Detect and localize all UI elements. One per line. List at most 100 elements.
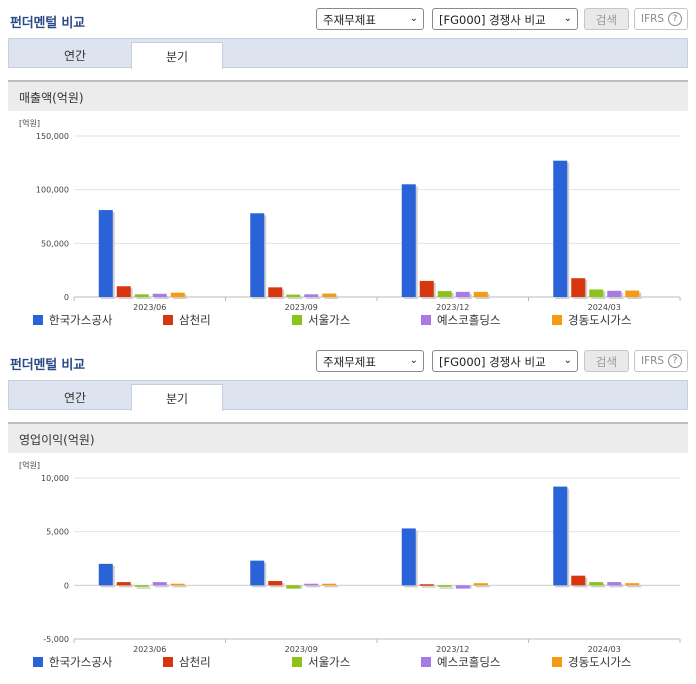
bar-shadow [324,585,339,588]
bar-shadow [627,585,642,588]
legend-label[interactable]: 예스코홀딩스 [437,313,500,327]
search-button[interactable]: 검색 [584,8,629,30]
statement-select[interactable]: 주재무제표 ⌄ [316,8,424,30]
unit-label: [억원] [19,460,40,470]
legend-label[interactable]: 한국가스공사 [49,655,113,669]
bar [571,278,586,297]
bar [625,290,640,297]
operating-profit-chart: [억원] -5,000 0 5,000 10,000 2023/06 2023/09 2023… [8,454,688,684]
bar [437,585,452,587]
peer-select[interactable]: [FG000] 경쟁사 비교 ⌄ [432,8,578,30]
bar [589,289,604,297]
bar [268,581,283,586]
bar-shadow [591,584,606,588]
legend-label[interactable]: 삼천리 [179,313,211,327]
operating-profit-chart-svg: [억원] -5,000 0 5,000 10,000 2023/06 2023/09 2023… [19,460,681,669]
x-tick-label: 2023/09 [285,645,318,654]
bar-shadow [288,296,303,299]
x-tick-label: 2023/06 [133,645,166,654]
bar-shadow [306,296,321,299]
fundamental-panel-operating-profit: 펀더멘털 비교 주재무제표 ⌄ [FG000] 경쟁사 비교 ⌄ 검색 IFRS? … [0,342,696,684]
bar-shadow [421,586,436,588]
bar [607,582,622,586]
legend-swatch [163,657,173,667]
search-button[interactable]: 검색 [584,350,629,372]
bar-shadow [118,584,133,588]
bar-shadow [475,585,490,588]
tab-annual[interactable]: 연간 [63,49,87,63]
bar-shadow [609,584,624,588]
revenue-chart: [억원] 0 50,000 100,000 150,000 2023/06 2023/09 2… [8,112,688,342]
bar [473,291,488,297]
x-tick-label: 2023/12 [436,645,469,654]
y-tick-label: 150,000 [36,132,69,141]
bar [170,583,185,586]
legend-swatch [552,315,562,325]
bar [419,280,434,297]
bar [134,294,149,297]
metric-label: 매출액(억원) [8,80,688,111]
y-tick-label: 100,000 [36,186,69,195]
chevron-down-icon: ⌄ [563,13,572,24]
ifrs-button[interactable]: IFRS? [634,8,688,30]
legend-swatch [552,657,562,667]
bar [304,294,319,297]
y-tick-label: 5,000 [46,528,69,537]
bar [152,582,167,586]
tab-annual[interactable]: 연간 [63,391,87,405]
bar [473,583,488,586]
panel-title: 펀더멘털 비교 [10,358,85,373]
bar [286,585,301,589]
legend-swatch [421,657,431,667]
metric-label: 영업이익(억원) [8,422,688,453]
legend-label[interactable]: 예스코홀딩스 [437,655,500,669]
bar [589,582,604,586]
tab-quarterly[interactable]: 분기 [131,42,223,69]
bar [607,290,622,297]
panel-header: 펀더멘털 비교 주재무제표 ⌄ [FG000] 경쟁사 비교 ⌄ 검색 IFRS? [0,342,696,380]
y-tick-label: -5,000 [43,635,69,644]
legend-label[interactable]: 경동도시가스 [568,313,631,327]
bar [116,582,131,586]
bar [401,184,416,297]
legend-label[interactable]: 한국가스공사 [49,313,113,327]
bar-shadow [154,295,169,299]
ifrs-button[interactable]: IFRS? [634,350,688,372]
peer-select[interactable]: [FG000] 경쟁사 비교 ⌄ [432,350,578,372]
legend-label[interactable]: 서울가스 [308,313,350,327]
bar [250,560,265,586]
fundamental-panel-revenue: 펀더멘털 비교 주재무제표 ⌄ [FG000] 경쟁사 비교 ⌄ 검색 IFRS? … [0,0,696,342]
bar-shadow [136,587,151,589]
legend-label[interactable]: 삼천리 [179,655,211,669]
bar [250,213,265,297]
bar [455,291,470,297]
bar-shadow [136,296,151,299]
bar [268,287,283,297]
bar [134,585,149,587]
bar [322,583,337,586]
y-tick-label: 50,000 [41,239,69,248]
legend-label[interactable]: 경동도시가스 [568,655,631,669]
bar [401,528,416,586]
chevron-down-icon: ⌄ [409,355,418,366]
bar-shadow [154,584,169,588]
period-tabs: 연간 분기 [8,380,688,411]
legend-swatch [292,315,302,325]
bar-shadow [172,585,187,588]
bar [553,486,568,586]
bar [455,585,470,589]
chevron-down-icon: ⌄ [409,13,418,24]
legend-label[interactable]: 서울가스 [308,655,350,669]
bar [286,294,301,297]
bar-shadow [324,295,339,299]
bar [98,563,113,586]
tab-quarterly[interactable]: 분기 [131,384,223,411]
legend-swatch [421,315,431,325]
bar [152,293,167,297]
period-tabs: 연간 분기 [8,38,688,69]
panel-header: 펀더멘털 비교 주재무제표 ⌄ [FG000] 경쟁사 비교 ⌄ 검색 IFRS? [0,0,696,38]
bar [170,292,185,297]
bar [553,160,568,297]
statement-select[interactable]: 주재무제표 ⌄ [316,350,424,372]
legend-swatch [33,657,43,667]
